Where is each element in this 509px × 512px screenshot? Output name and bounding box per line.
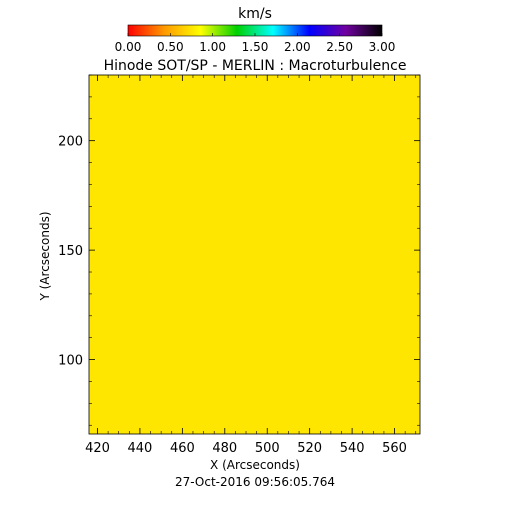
x-tick-label: 420 xyxy=(85,441,110,456)
colorbar-tick-label: 2.00 xyxy=(284,40,311,54)
chart-title: Hinode SOT/SP - MERLIN : Macroturbulence xyxy=(104,58,407,74)
y-tick-label: 100 xyxy=(58,354,83,369)
colorbar-tick-label: 1.00 xyxy=(199,40,226,54)
x-axis-ticks: 420 440 460 480 500 520 540 560 xyxy=(85,75,417,456)
colorbar-tick-label: 0.00 xyxy=(115,40,142,54)
x-tick-label: 480 xyxy=(212,441,237,456)
colorbar-tick-label: 1.50 xyxy=(242,40,269,54)
y-axis-label: Y (Arcseconds) xyxy=(38,211,52,301)
x-tick-label: 540 xyxy=(340,441,365,456)
y-tick-label: 200 xyxy=(58,135,83,150)
y-axis-ticks: 100 150 200 xyxy=(58,74,420,426)
x-tick-label: 460 xyxy=(170,441,195,456)
x-tick-label: 500 xyxy=(255,441,280,456)
x-tick-label: 440 xyxy=(128,441,153,456)
plot-frame xyxy=(88,74,421,435)
x-tick-label: 560 xyxy=(382,441,407,456)
colorbar-tick-label: 0.50 xyxy=(157,40,184,54)
colorbar-tick-label: 3.00 xyxy=(369,40,396,54)
colorbar-unit-label: km/s xyxy=(238,6,272,22)
colorbar-tick-label: 2.50 xyxy=(326,40,353,54)
observation-timestamp: 27-Oct-2016 09:56:05.764 xyxy=(175,475,335,489)
colorbar-ticks: 0.00 0.50 1.00 1.50 2.00 2.50 3.00 xyxy=(115,33,396,54)
y-tick-label: 150 xyxy=(58,244,83,259)
macroturbulence-field xyxy=(89,75,420,434)
x-tick-label: 520 xyxy=(297,441,322,456)
x-axis-label: X (Arcseconds) xyxy=(210,458,300,472)
